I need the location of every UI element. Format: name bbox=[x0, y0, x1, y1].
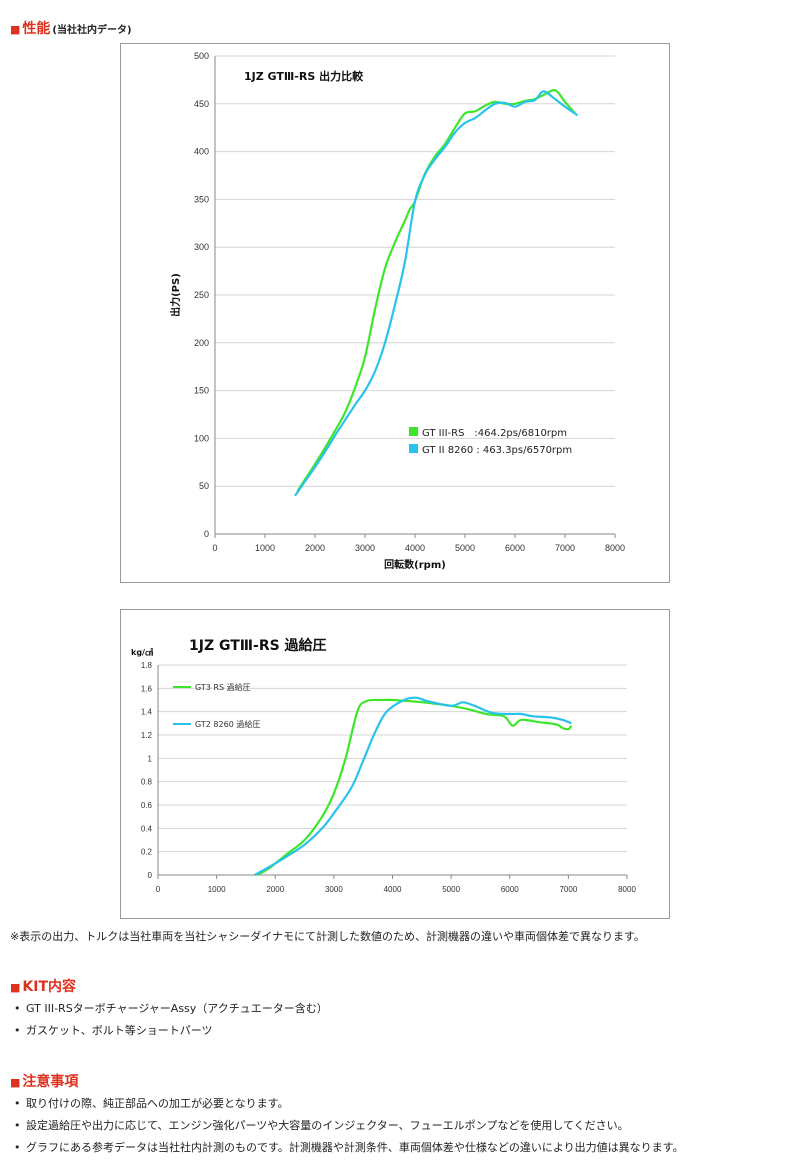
series-line bbox=[257, 698, 573, 876]
y-tick-label: 400 bbox=[194, 147, 209, 157]
y-tick-label: 150 bbox=[194, 386, 209, 396]
y-tick-label: 1.8 bbox=[141, 661, 153, 670]
x-tick-label: 4000 bbox=[384, 885, 402, 894]
x-tick-label: 1000 bbox=[208, 885, 226, 894]
legend-label: GT3 RS 過給圧 bbox=[195, 682, 251, 692]
y-tick-label: 0.4 bbox=[141, 824, 153, 833]
performance-heading: ■ 性能 (当社社内データ) bbox=[10, 18, 132, 38]
y-tick-label: 0.2 bbox=[141, 848, 153, 857]
performance-subtitle: (当社社内データ) bbox=[52, 25, 132, 36]
y-tick-label: 1 bbox=[148, 754, 153, 763]
y-tick-label: 0.6 bbox=[141, 801, 153, 810]
series-line bbox=[254, 696, 572, 876]
y-tick-label: 350 bbox=[194, 194, 209, 204]
x-axis-label: 回転数(rpm) bbox=[384, 558, 446, 571]
y-tick-label: 0 bbox=[204, 529, 209, 539]
square-bullet-icon: ■ bbox=[10, 981, 21, 994]
y-tick-label: 200 bbox=[194, 338, 209, 348]
y-axis-label: 出力(PS) bbox=[169, 273, 182, 317]
x-tick-label: 3000 bbox=[325, 885, 343, 894]
x-tick-label: 7000 bbox=[559, 885, 577, 894]
kit-heading: ■ KIT内容 bbox=[10, 976, 76, 996]
y-tick-label: 1.4 bbox=[141, 708, 153, 717]
y-axis-label: kg/㎠ bbox=[131, 647, 153, 657]
x-tick-label: 2000 bbox=[305, 543, 325, 553]
chart-title: 1JZ GTⅢ-RS 過給圧 bbox=[189, 637, 327, 654]
list-item: 取り付けの際、純正部品への加工が必要となります。 bbox=[10, 1093, 684, 1115]
y-tick-label: 50 bbox=[199, 481, 209, 491]
performance-title: 性能 bbox=[22, 21, 51, 37]
x-tick-label: 0 bbox=[156, 885, 161, 894]
x-tick-label: 6000 bbox=[505, 543, 525, 553]
square-bullet-icon: ■ bbox=[10, 1076, 21, 1089]
x-tick-label: 5000 bbox=[455, 543, 475, 553]
x-tick-label: 3000 bbox=[355, 543, 375, 553]
boost-chart-svg: 0 0.2 0.4 0.6 0.8 1 1.2 1.4 1.6 1.8 0 1000 2000 3000 4… bbox=[131, 637, 636, 894]
list-item: グラフにある参考データは当社社内計測のものです。計測機器や計測条件、車両個体差や… bbox=[10, 1137, 684, 1159]
square-bullet-icon: ■ bbox=[10, 23, 21, 36]
legend-label: GT II 8260 : 463.3ps/6570rpm bbox=[422, 445, 572, 456]
cautions-list: 取り付けの際、純正部品への加工が必要となります。 設定過給圧や出力に応じて、エン… bbox=[10, 1093, 684, 1159]
y-tick-label: 500 bbox=[194, 51, 209, 61]
x-tick-label: 8000 bbox=[618, 885, 636, 894]
y-tick-label: 250 bbox=[194, 290, 209, 300]
y-tick-label: 0 bbox=[148, 871, 153, 880]
list-item: ガスケット、ボルト等ショートパーツ bbox=[10, 1020, 328, 1042]
y-tick-label: 1.6 bbox=[141, 684, 153, 693]
list-item: GT III-RSターボチャージャーAssy（アクチュエーター含む） bbox=[10, 998, 328, 1020]
x-tick-label: 6000 bbox=[501, 885, 519, 894]
series-line bbox=[294, 90, 579, 497]
boost-chart: 0 0.2 0.4 0.6 0.8 1 1.2 1.4 1.6 1.8 0 1000 2000 3000 4… bbox=[120, 609, 670, 919]
measurement-note: ※表示の出力、トルクは当社車両を当社シャシーダイナモにて計測した数値のため、計測… bbox=[10, 930, 645, 943]
kit-title: KIT内容 bbox=[22, 979, 77, 995]
x-tick-label: 2000 bbox=[266, 885, 284, 894]
y-tick-label: 450 bbox=[194, 99, 209, 109]
kit-list: GT III-RSターボチャージャーAssy（アクチュエーター含む） ガスケット… bbox=[10, 998, 328, 1042]
power-chart: 0 50 100 150 200 250 300 350 400 450 500 0 1000 2000 3… bbox=[120, 43, 670, 583]
x-tick-label: 4000 bbox=[405, 543, 425, 553]
chart-title: 1JZ GTⅢ-RS 出力比較 bbox=[244, 69, 364, 83]
cautions-heading: ■ 注意事項 bbox=[10, 1071, 78, 1091]
cautions-title: 注意事項 bbox=[22, 1074, 79, 1090]
y-tick-label: 0.8 bbox=[141, 778, 153, 787]
legend-swatch bbox=[409, 427, 418, 436]
x-tick-label: 8000 bbox=[605, 543, 625, 553]
x-tick-label: 5000 bbox=[442, 885, 460, 894]
list-item: 設定過給圧や出力に応じて、エンジン強化パーツや大容量のインジェクター、フューエル… bbox=[10, 1115, 684, 1137]
x-tick-label: 7000 bbox=[555, 543, 575, 553]
y-tick-label: 1.2 bbox=[141, 731, 153, 740]
legend-label: GT2 8260 過給圧 bbox=[195, 719, 260, 729]
legend-label: GT III-RS :464.2ps/6810rpm bbox=[422, 428, 567, 439]
x-tick-label: 0 bbox=[212, 543, 217, 553]
legend-swatch bbox=[409, 444, 418, 453]
y-tick-label: 300 bbox=[194, 242, 209, 252]
x-tick-label: 1000 bbox=[255, 543, 275, 553]
y-tick-label: 100 bbox=[194, 433, 209, 443]
